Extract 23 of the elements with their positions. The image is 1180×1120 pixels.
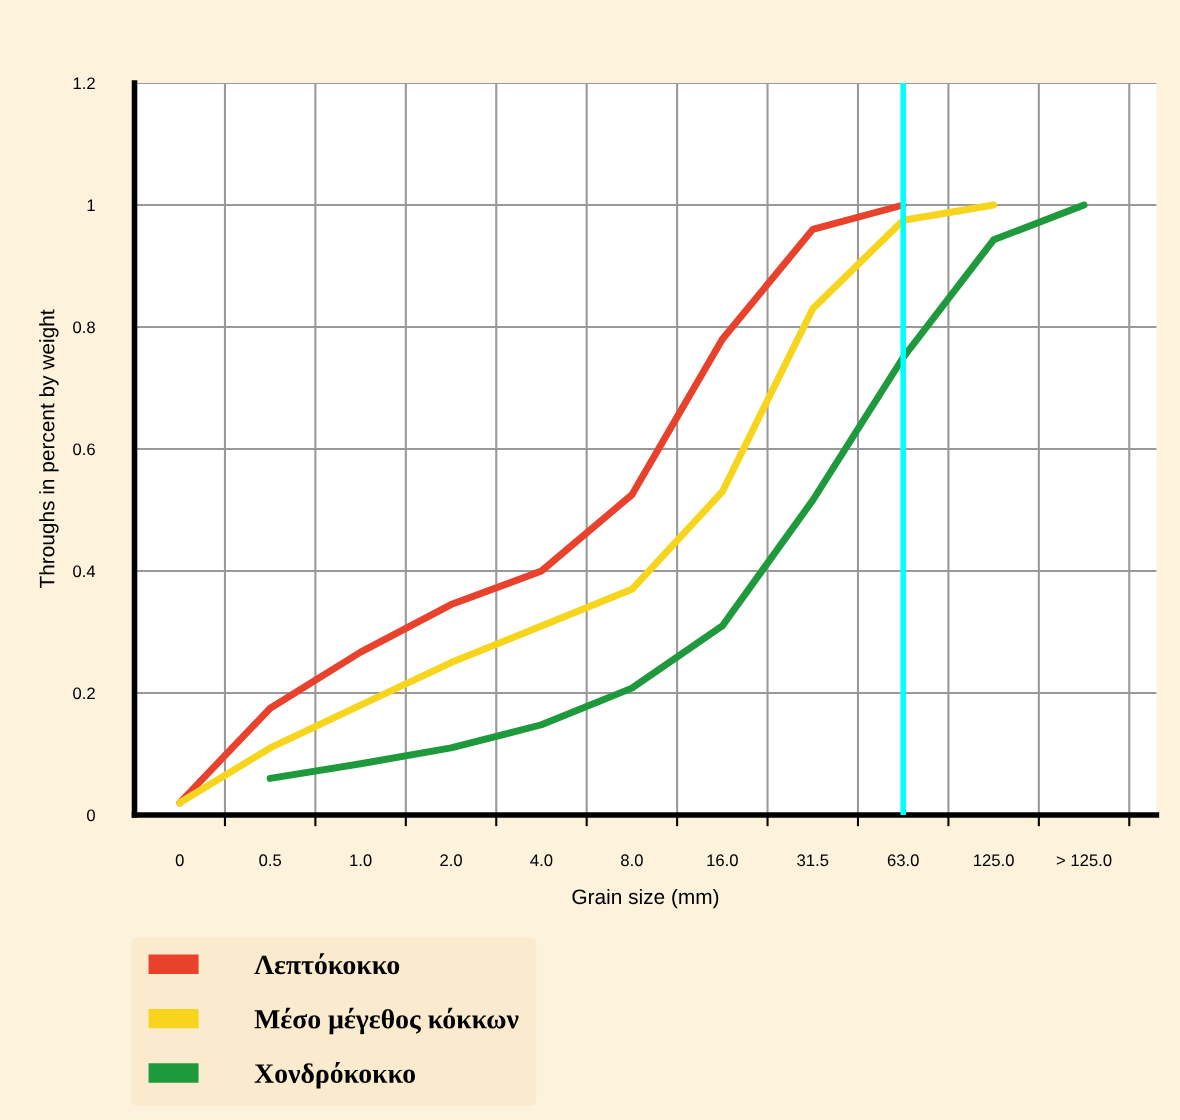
y-tick-label: 1 <box>87 199 95 212</box>
x-tick-label: 0.5 <box>259 854 282 867</box>
x-tick-label: 125.0 <box>974 854 1014 867</box>
x-tick-label: 8.0 <box>621 854 643 867</box>
x-tick-label: 4.0 <box>530 854 553 867</box>
y-tick-label: 1.2 <box>73 77 95 90</box>
y-tick-label: 0.6 <box>73 443 95 456</box>
y-tick-label: 0.2 <box>73 687 95 700</box>
x-tick-label: 2.0 <box>440 854 462 867</box>
y-tick-label: 0.8 <box>73 321 95 334</box>
x-tick-label: 63.0 <box>887 854 919 867</box>
legend-label: Λεπτόκοκκο <box>254 953 400 975</box>
x-tick-label: > 125.0 <box>1056 854 1112 867</box>
x-tick-label: 1.0 <box>350 854 372 867</box>
y-tick-label: 0 <box>87 809 95 822</box>
legend-label: Χονδρόκοκκο <box>254 1062 416 1089</box>
legend-label: Μέσο μέγεθος κόκκων <box>254 1007 519 1035</box>
x-tick-label: 0 <box>175 854 184 867</box>
x-tick-label: 16.0 <box>707 854 738 867</box>
x-tick-label: 31.5 <box>797 854 829 867</box>
y-tick-label: 0.4 <box>73 565 96 578</box>
y-axis-title: Throughs in percent by weight <box>39 309 59 589</box>
x-axis-title: Grain size (mm) <box>572 888 719 909</box>
